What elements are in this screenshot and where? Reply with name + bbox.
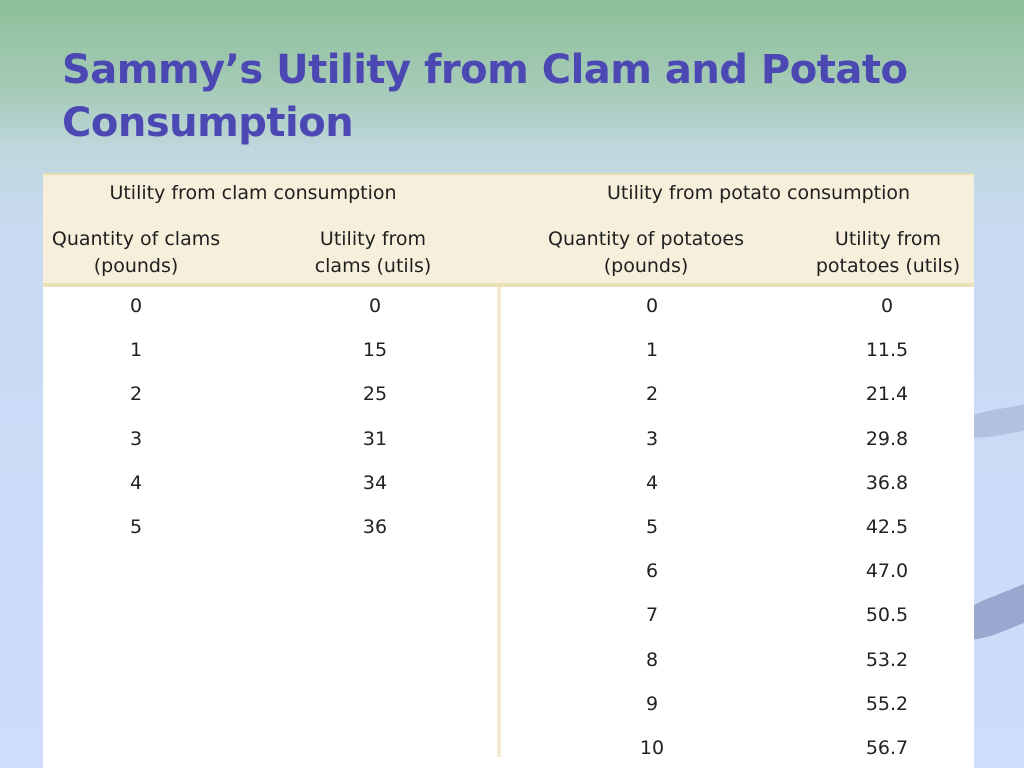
- potato-quantity-cell: 3: [645, 427, 659, 450]
- clam-utility-cell: 34: [362, 471, 388, 494]
- header-potato-quantity: Quantity of potatoes (pounds): [548, 228, 744, 277]
- clam-utility-cell: 31: [362, 427, 388, 450]
- clam-quantity-cell: 1: [129, 339, 143, 362]
- utility-table: Utility from clam consumption Utility fr…: [43, 173, 974, 768]
- potato-quantity-cell: 2: [645, 383, 659, 406]
- potato-quantity-cell: 4: [645, 471, 659, 494]
- clam-group-title: Utility from clam consumption: [109, 182, 397, 204]
- clam-utility-cell: 25: [362, 383, 388, 406]
- potato-utility-cell: 42.5: [865, 516, 909, 538]
- clam-quantity-cell: 0: [129, 295, 143, 317]
- potato-utility-cell: 0: [880, 295, 894, 317]
- potato-quantity-cell: 10: [639, 737, 665, 759]
- potato-utility-cell: 36.8: [865, 471, 909, 494]
- header-clam-utility: Utility from clams (utils): [314, 228, 432, 277]
- potato-quantity-cell: 6: [645, 560, 659, 583]
- clam-utility-cell: 36: [362, 516, 388, 538]
- potato-quantity-cell: 1: [645, 339, 659, 362]
- clam-quantity-cell: 4: [129, 471, 143, 494]
- potato-quantity-cell: 0: [645, 295, 659, 317]
- potato-quantity-cell: 9: [645, 692, 659, 715]
- potato-utility-cell: 56.7: [865, 737, 909, 759]
- potato-utility-cell: 47.0: [865, 560, 909, 583]
- clam-utility-cell: 0: [368, 295, 382, 317]
- potato-utility-cell: 11.5: [865, 339, 909, 362]
- clam-quantity-cell: 5: [129, 516, 143, 538]
- header-potato-utility: Utility from potatoes (utils): [815, 228, 961, 277]
- potato-utility-cell: 29.8: [865, 427, 909, 450]
- clam-utility-cell: 15: [362, 339, 388, 362]
- potato-utility-cell: 50.5: [865, 604, 909, 627]
- potato-utility-cell: 21.4: [865, 383, 909, 406]
- slide-title: Sammy’s Utility from Clam and Potato Con…: [62, 47, 908, 146]
- potato-quantity-cell: 5: [645, 516, 659, 538]
- potato-quantity-cell: 8: [645, 648, 659, 671]
- header-divider: [43, 283, 974, 287]
- table-header: Utility from clam consumption Utility fr…: [43, 173, 974, 285]
- potato-utility-cell: 55.2: [865, 692, 909, 715]
- header-clam-quantity: Quantity of clams (pounds): [51, 228, 221, 277]
- potato-quantity-cell: 7: [645, 604, 659, 627]
- clam-quantity-cell: 2: [129, 383, 143, 406]
- clam-quantity-cell: 3: [129, 427, 143, 450]
- potato-utility-cell: 53.2: [865, 648, 909, 671]
- group-divider: [497, 287, 501, 757]
- potato-group-title: Utility from potato consumption: [606, 182, 911, 204]
